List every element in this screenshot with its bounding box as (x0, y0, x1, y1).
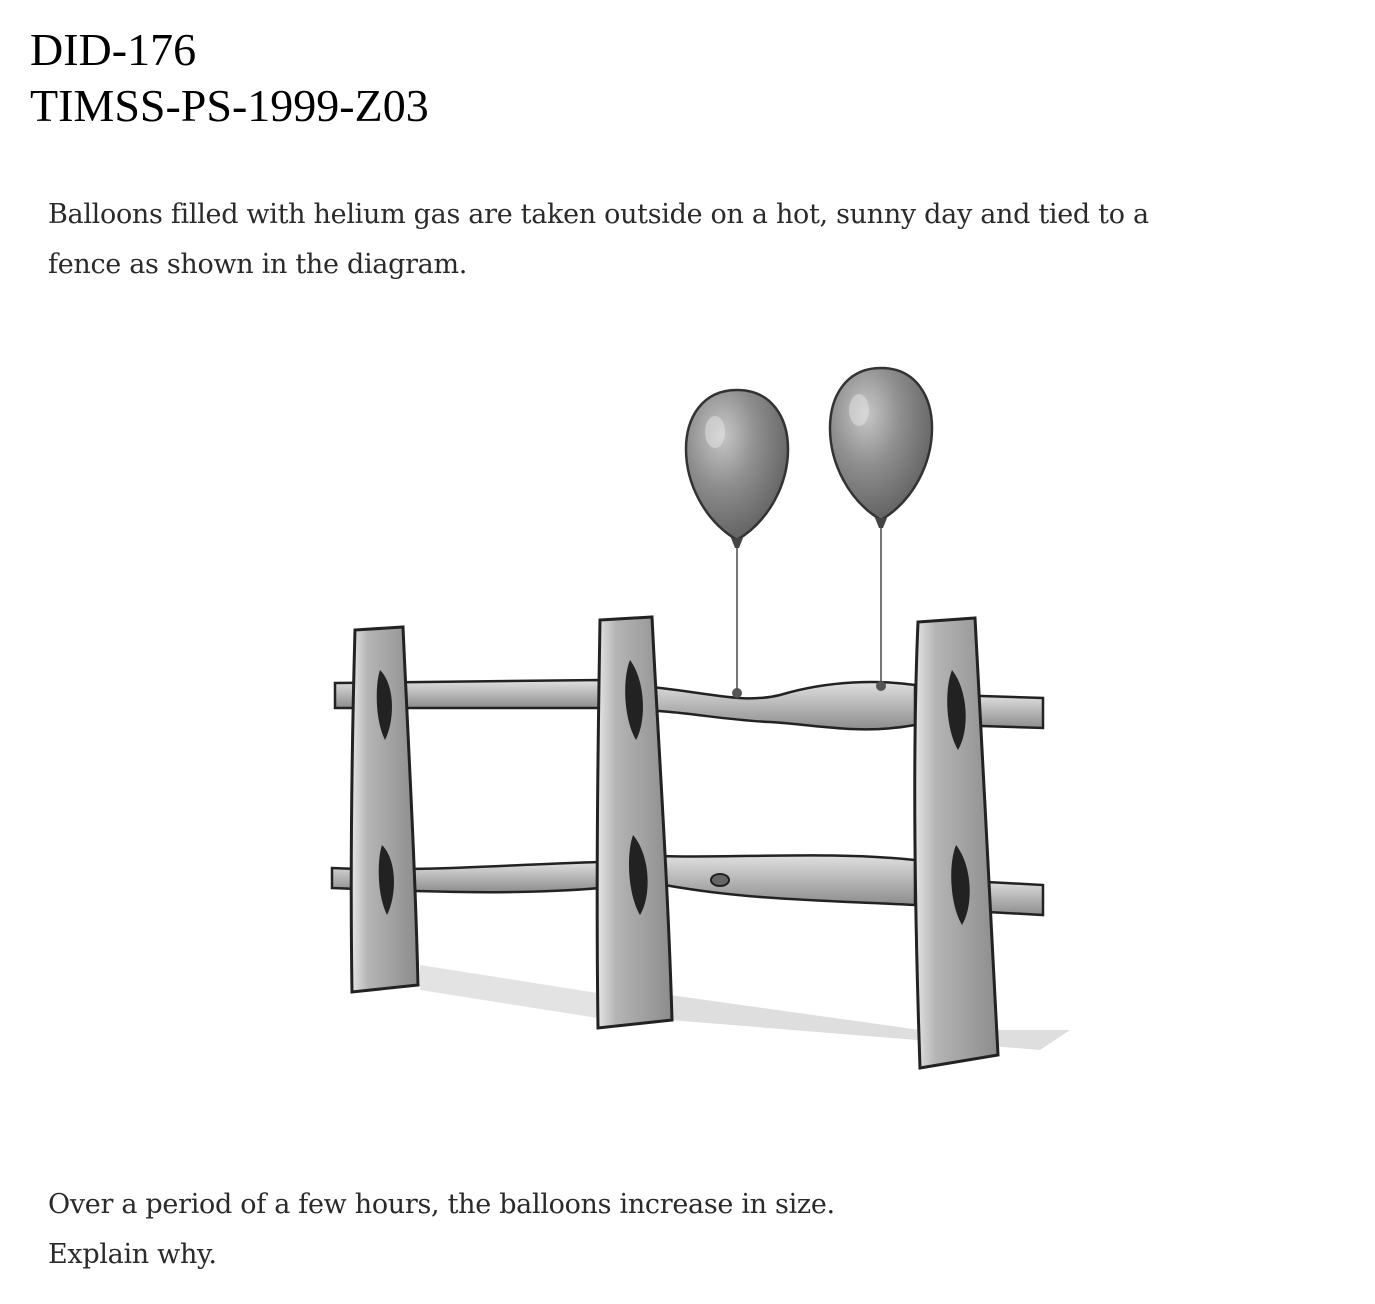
fence-post-right (913, 616, 1000, 1070)
balloon-right (828, 366, 934, 528)
fence-post-left (349, 625, 420, 994)
question-intro-line-2: fence as shown in the diagram. (48, 249, 468, 280)
question-intro-line-1: Balloons filled with helium gas are take… (48, 199, 1149, 230)
question-intro: Balloons filled with helium gas are take… (48, 190, 1358, 290)
fence-balloons-diagram (300, 340, 1100, 1100)
balloon-strings (736, 522, 882, 690)
item-header: DID-176 TIMSS-PS-1999-Z03 (30, 22, 429, 134)
question-prompt-line-2: Explain why. (48, 1239, 217, 1270)
fence-post-middle (595, 615, 674, 1030)
item-id: DID-176 (30, 24, 197, 75)
balloon-left (684, 388, 790, 548)
item-source-code: TIMSS-PS-1999-Z03 (30, 80, 429, 131)
question-prompt-line-1: Over a period of a few hours, the balloo… (48, 1189, 835, 1220)
question-prompt: Over a period of a few hours, the balloo… (48, 1180, 1048, 1280)
